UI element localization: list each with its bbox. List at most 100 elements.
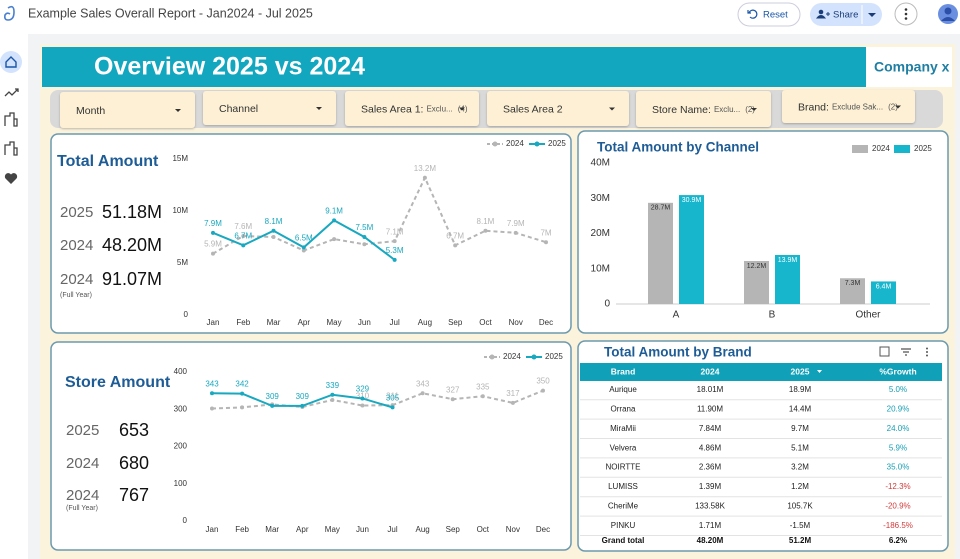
table-cell: 7.84M bbox=[699, 424, 722, 433]
data-point bbox=[271, 228, 276, 233]
filter-chip[interactable] bbox=[345, 91, 479, 126]
data-point bbox=[240, 391, 245, 396]
dropdown-caret bbox=[609, 107, 615, 111]
x-tick-label: Jun bbox=[356, 525, 369, 534]
legend-dot bbox=[492, 141, 498, 147]
data-label: 6.7M bbox=[234, 231, 252, 240]
share-icon bbox=[818, 9, 824, 15]
menu-dot[interactable] bbox=[926, 347, 928, 350]
table-cell: LUMISS bbox=[608, 482, 638, 491]
data-label: 329 bbox=[356, 385, 370, 394]
filter-chip[interactable] bbox=[636, 91, 771, 127]
menu-dot bbox=[926, 351, 928, 353]
share-menu[interactable] bbox=[868, 13, 876, 17]
chart-title: Total Amount by Channel bbox=[597, 140, 759, 155]
nav-favorites[interactable] bbox=[4, 173, 18, 184]
data-point bbox=[392, 257, 397, 262]
dropdown-caret bbox=[459, 107, 465, 111]
nav-building[interactable] bbox=[4, 112, 18, 127]
table-cell: 3.2M bbox=[791, 463, 809, 472]
filter-chip[interactable] bbox=[782, 90, 915, 123]
report-title: Example Sales Overall Report - Jan2024 -… bbox=[28, 6, 313, 20]
kpi-note: (Full Year) bbox=[66, 505, 98, 512]
menu-dot bbox=[926, 354, 928, 357]
nav-building-2[interactable] bbox=[4, 141, 18, 156]
table-cell: 35.0% bbox=[887, 463, 910, 472]
filter-chip[interactable] bbox=[203, 91, 336, 125]
nav-trend[interactable] bbox=[4, 88, 19, 97]
filter-name: Sales Area 2 bbox=[503, 103, 563, 115]
table-icon[interactable] bbox=[879, 346, 890, 357]
kpi-value: 51.18M bbox=[102, 202, 162, 222]
reset-button[interactable] bbox=[737, 2, 801, 27]
company-box bbox=[866, 47, 952, 87]
data-point bbox=[422, 175, 427, 180]
table-cell: MiraMii bbox=[610, 424, 636, 433]
data-point bbox=[390, 405, 395, 410]
data-point bbox=[513, 230, 518, 235]
table-cell: 5.0% bbox=[889, 385, 907, 394]
data-label: 311 bbox=[386, 391, 399, 400]
legend-dot bbox=[531, 354, 537, 360]
x-tick-label: Jan bbox=[207, 318, 220, 327]
table-cell: 24.0% bbox=[887, 424, 910, 433]
total-cell: Grand total bbox=[602, 536, 645, 545]
x-tick-label: Jul bbox=[387, 525, 397, 534]
data-label: 6.4M bbox=[876, 283, 892, 290]
bar bbox=[871, 281, 896, 304]
company-name: Company x bbox=[874, 59, 950, 75]
data-point bbox=[360, 396, 365, 401]
data-label: 13.2M bbox=[414, 164, 437, 173]
data-label: 309 bbox=[296, 392, 310, 401]
data-label: 309 bbox=[266, 392, 280, 401]
filter-chip[interactable] bbox=[60, 92, 195, 128]
data-label: 7M bbox=[540, 228, 551, 237]
line-series bbox=[211, 389, 544, 410]
x-tick-label: May bbox=[327, 318, 342, 327]
data-point bbox=[420, 391, 425, 396]
bar bbox=[744, 260, 769, 304]
x-tick-label: Mar bbox=[265, 525, 279, 534]
filter-detail: Exclude Sak... bbox=[832, 103, 883, 112]
data-point bbox=[362, 235, 367, 239]
x-tick-label: Other bbox=[855, 310, 881, 321]
table-cell: Orrana bbox=[611, 405, 636, 414]
avatar-head bbox=[944, 7, 952, 15]
legend-label: 2024 bbox=[506, 139, 524, 148]
x-tick-label: Apr bbox=[296, 525, 309, 534]
data-label: 350 bbox=[536, 377, 550, 386]
column-header: 2025 bbox=[791, 366, 810, 376]
kpi-value: 48.20M bbox=[102, 235, 162, 255]
table-cell: -20.9% bbox=[885, 502, 910, 511]
total-cell: 51.2M bbox=[789, 536, 812, 545]
column-header: %Growth bbox=[879, 366, 916, 376]
more-dot bbox=[904, 8, 908, 11]
reset-label: Reset bbox=[763, 10, 788, 21]
dropdown-caret bbox=[895, 105, 901, 109]
x-tick-label: Dec bbox=[539, 318, 553, 327]
filter-chip[interactable] bbox=[487, 91, 629, 126]
data-label: 5.9M bbox=[204, 240, 222, 249]
y-tick-label: 40M bbox=[591, 158, 610, 169]
y-tick-label: 400 bbox=[174, 367, 188, 376]
x-tick-label: Aug bbox=[418, 318, 432, 327]
x-tick-label: B bbox=[769, 310, 776, 321]
y-tick-label: 15M bbox=[172, 154, 188, 163]
filter-icon[interactable] bbox=[901, 348, 911, 356]
bar bbox=[775, 255, 800, 304]
table-cell: -186.5% bbox=[883, 521, 913, 530]
table-header bbox=[580, 363, 942, 381]
x-tick-label: Nov bbox=[506, 525, 520, 534]
table-cell: CheriMe bbox=[608, 502, 639, 511]
filter-count: (2) bbox=[745, 105, 755, 114]
column-header: 2024 bbox=[701, 366, 720, 376]
banner bbox=[42, 47, 866, 87]
table-cell: -12.3% bbox=[885, 482, 910, 491]
kpi-year: 2024 bbox=[66, 455, 99, 472]
data-point bbox=[271, 235, 276, 239]
kpi-value: 653 bbox=[119, 420, 149, 440]
x-tick-label: Nov bbox=[509, 318, 523, 327]
table-cell: 20.9% bbox=[887, 405, 910, 414]
nav-home[interactable] bbox=[0, 51, 22, 73]
share-button[interactable] bbox=[810, 3, 882, 26]
